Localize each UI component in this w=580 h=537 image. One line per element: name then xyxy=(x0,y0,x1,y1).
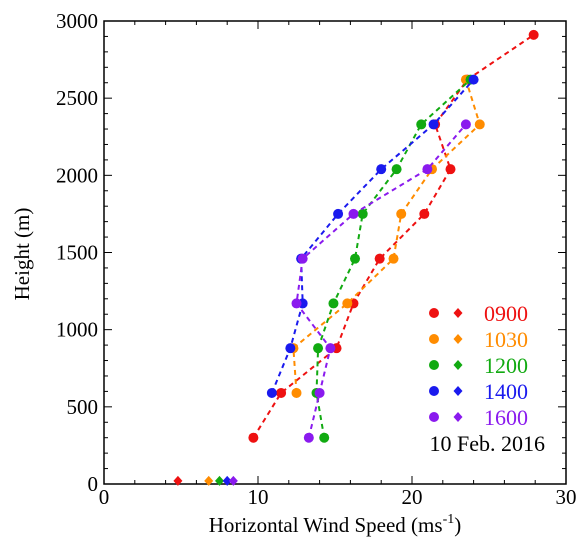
surface-point xyxy=(173,475,183,486)
data-point xyxy=(325,343,336,354)
legend-label: 0900 xyxy=(484,301,528,326)
x-axis-title: Horizontal Wind Speed (ms-1) xyxy=(209,512,461,537)
data-point xyxy=(266,387,277,398)
data-point xyxy=(297,253,308,264)
legend-circle-marker xyxy=(429,412,439,422)
axis-ticks: 0 10 20 30 0 500 1000 1500 2000 2500 3000 xyxy=(56,9,577,509)
data-point xyxy=(248,432,259,443)
series-line xyxy=(295,123,467,438)
legend-label: 1600 xyxy=(484,405,528,430)
data-point xyxy=(313,343,324,354)
data-point xyxy=(388,253,399,264)
data-point xyxy=(303,432,314,443)
data-point xyxy=(350,253,361,264)
data-point xyxy=(422,164,433,175)
data-point xyxy=(445,164,456,175)
x-tick-label: 30 xyxy=(556,485,577,509)
surface-point xyxy=(215,475,224,486)
y-tick-label: 0 xyxy=(88,472,99,496)
y-tick-label: 1500 xyxy=(56,241,98,265)
data-point xyxy=(276,387,287,398)
data-point xyxy=(460,119,471,130)
data-point xyxy=(376,164,387,175)
data-point xyxy=(374,253,385,264)
y-tick-label: 2500 xyxy=(56,86,98,110)
legend-label: 1200 xyxy=(484,353,528,378)
surface-point xyxy=(228,475,238,486)
data-point xyxy=(468,74,479,85)
surface-point xyxy=(222,475,232,486)
data-series xyxy=(173,29,539,486)
legend-label: 1030 xyxy=(484,327,528,352)
legend-diamond-marker xyxy=(453,308,463,318)
x-axis-title-superscript: -1 xyxy=(443,512,455,527)
data-point xyxy=(348,208,359,219)
series-1200 xyxy=(215,74,476,486)
data-point xyxy=(428,119,439,130)
surface-point xyxy=(204,475,214,486)
data-point xyxy=(396,208,407,219)
y-tick-label: 500 xyxy=(67,395,99,419)
data-point xyxy=(291,387,302,398)
data-point xyxy=(528,29,539,40)
data-point xyxy=(419,208,430,219)
legend-circle-marker xyxy=(429,386,439,396)
data-point xyxy=(416,119,427,130)
data-point xyxy=(391,164,402,175)
data-point xyxy=(474,119,485,130)
legend-diamond-marker xyxy=(453,334,463,344)
x-axis-title-main: Horizontal Wind Speed (ms xyxy=(209,513,443,537)
x-tick-label: 0 xyxy=(99,485,110,509)
data-point xyxy=(357,208,368,219)
x-tick-label: 10 xyxy=(248,485,269,509)
series-1600 xyxy=(228,119,471,486)
legend-diamond-marker xyxy=(453,412,463,422)
data-point xyxy=(291,298,302,309)
data-point xyxy=(314,387,325,398)
x-tick-label: 20 xyxy=(402,485,423,509)
y-tick-label: 1000 xyxy=(56,318,98,342)
series-line xyxy=(292,79,481,393)
legend-circle-marker xyxy=(429,360,439,370)
y-axis-title: Height (m) xyxy=(10,208,34,301)
data-point xyxy=(328,298,339,309)
x-axis-title-close: ) xyxy=(454,513,461,537)
date-annotation: 10 Feb. 2016 xyxy=(430,431,546,456)
legend-circle-marker xyxy=(429,308,439,318)
series-line xyxy=(252,34,535,439)
data-point xyxy=(333,208,344,219)
data-point xyxy=(285,343,296,354)
data-point xyxy=(319,432,330,443)
legend-diamond-marker xyxy=(453,386,463,396)
legend-circle-marker xyxy=(429,334,439,344)
y-tick-label: 2000 xyxy=(56,163,98,187)
legend-diamond-marker xyxy=(453,360,463,370)
series-line xyxy=(270,78,475,394)
legend-label: 1400 xyxy=(484,379,528,404)
y-tick-label: 3000 xyxy=(56,9,98,33)
data-point xyxy=(342,298,353,309)
